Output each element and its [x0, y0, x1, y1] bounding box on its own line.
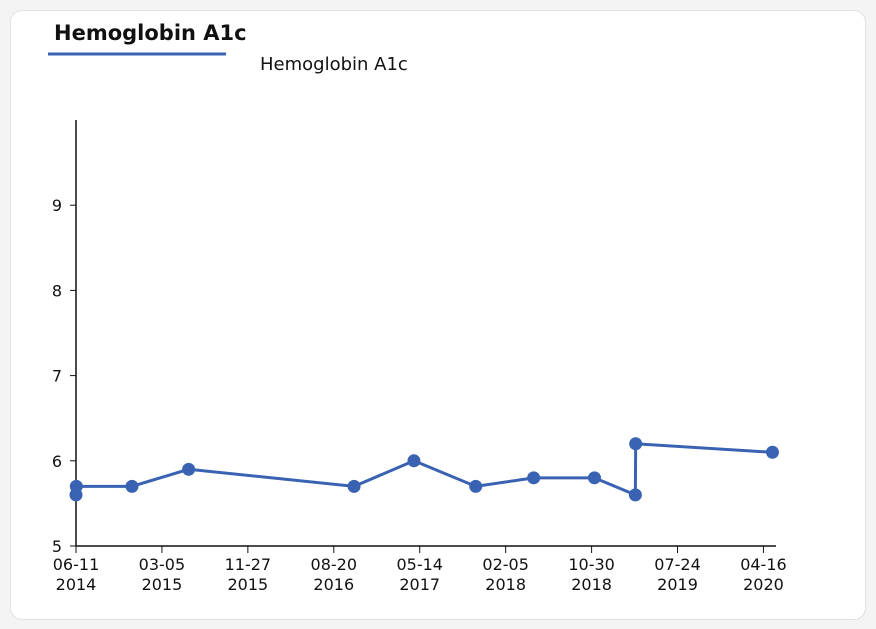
x-tick-label: 02-05 2018 — [482, 555, 529, 594]
x-tick-label-line: 06-11 — [53, 555, 100, 574]
x-tick-label: 08-20 2016 — [311, 555, 358, 594]
data-point — [469, 479, 483, 493]
x-tick-label-line: 2019 — [657, 575, 698, 594]
x-tick-label-line: 2018 — [571, 575, 612, 594]
card — [10, 10, 866, 620]
legend-label: Hemoglobin A1c — [260, 54, 408, 75]
x-tick-label-line: 11-27 — [225, 555, 272, 574]
x-tick-label-line: 02-05 — [482, 555, 529, 574]
data-point — [182, 462, 196, 476]
data-point — [765, 445, 779, 459]
y-tick-label: 5 — [52, 537, 62, 556]
x-tick-label: 11-27 2015 — [225, 555, 272, 594]
y-tick-label: 7 — [52, 367, 62, 386]
x-tick-label-line: 2016 — [313, 575, 354, 594]
data-point — [347, 479, 361, 493]
data-point — [628, 488, 642, 502]
x-tick-label-line: 05-14 — [396, 555, 443, 574]
data-point — [125, 479, 139, 493]
x-tick-label: 05-14 2017 — [396, 555, 443, 594]
x-tick-label-line: 04-16 — [740, 555, 787, 574]
x-tick-label-line: 08-20 — [311, 555, 358, 574]
y-tick-label: 9 — [52, 196, 62, 215]
x-tick-label-line: 03-05 — [139, 555, 186, 574]
y-tick-label: 8 — [52, 281, 62, 300]
series-line — [74, 442, 773, 498]
x-tick-label: 03-05 2015 — [139, 555, 186, 594]
x-tick-label-line: 2015 — [142, 575, 183, 594]
x-tick-label-line: 2017 — [399, 575, 440, 594]
x-tick-label: 07-24 2019 — [654, 555, 701, 594]
data-point — [587, 471, 601, 485]
data-point — [527, 471, 541, 485]
data-point — [629, 437, 643, 451]
x-tick-label-line: 2020 — [743, 575, 784, 594]
data-point — [69, 479, 83, 493]
data-point — [407, 454, 421, 468]
y-tick-label: 6 — [52, 452, 62, 471]
x-tick-label-line: 07-24 — [654, 555, 701, 574]
x-tick-label: 04-16 2020 — [740, 555, 787, 594]
x-tick-label-line: 10-30 — [568, 555, 615, 574]
chart-title: Hemoglobin A1c — [54, 21, 247, 45]
x-tick-label: 10-30 2018 — [568, 555, 615, 594]
x-tick-label-line: 2018 — [485, 575, 526, 594]
x-tick-label: 06-11 2014 — [53, 555, 100, 594]
x-tick-label-line: 2015 — [228, 575, 269, 594]
x-tick-label-line: 2014 — [56, 575, 97, 594]
